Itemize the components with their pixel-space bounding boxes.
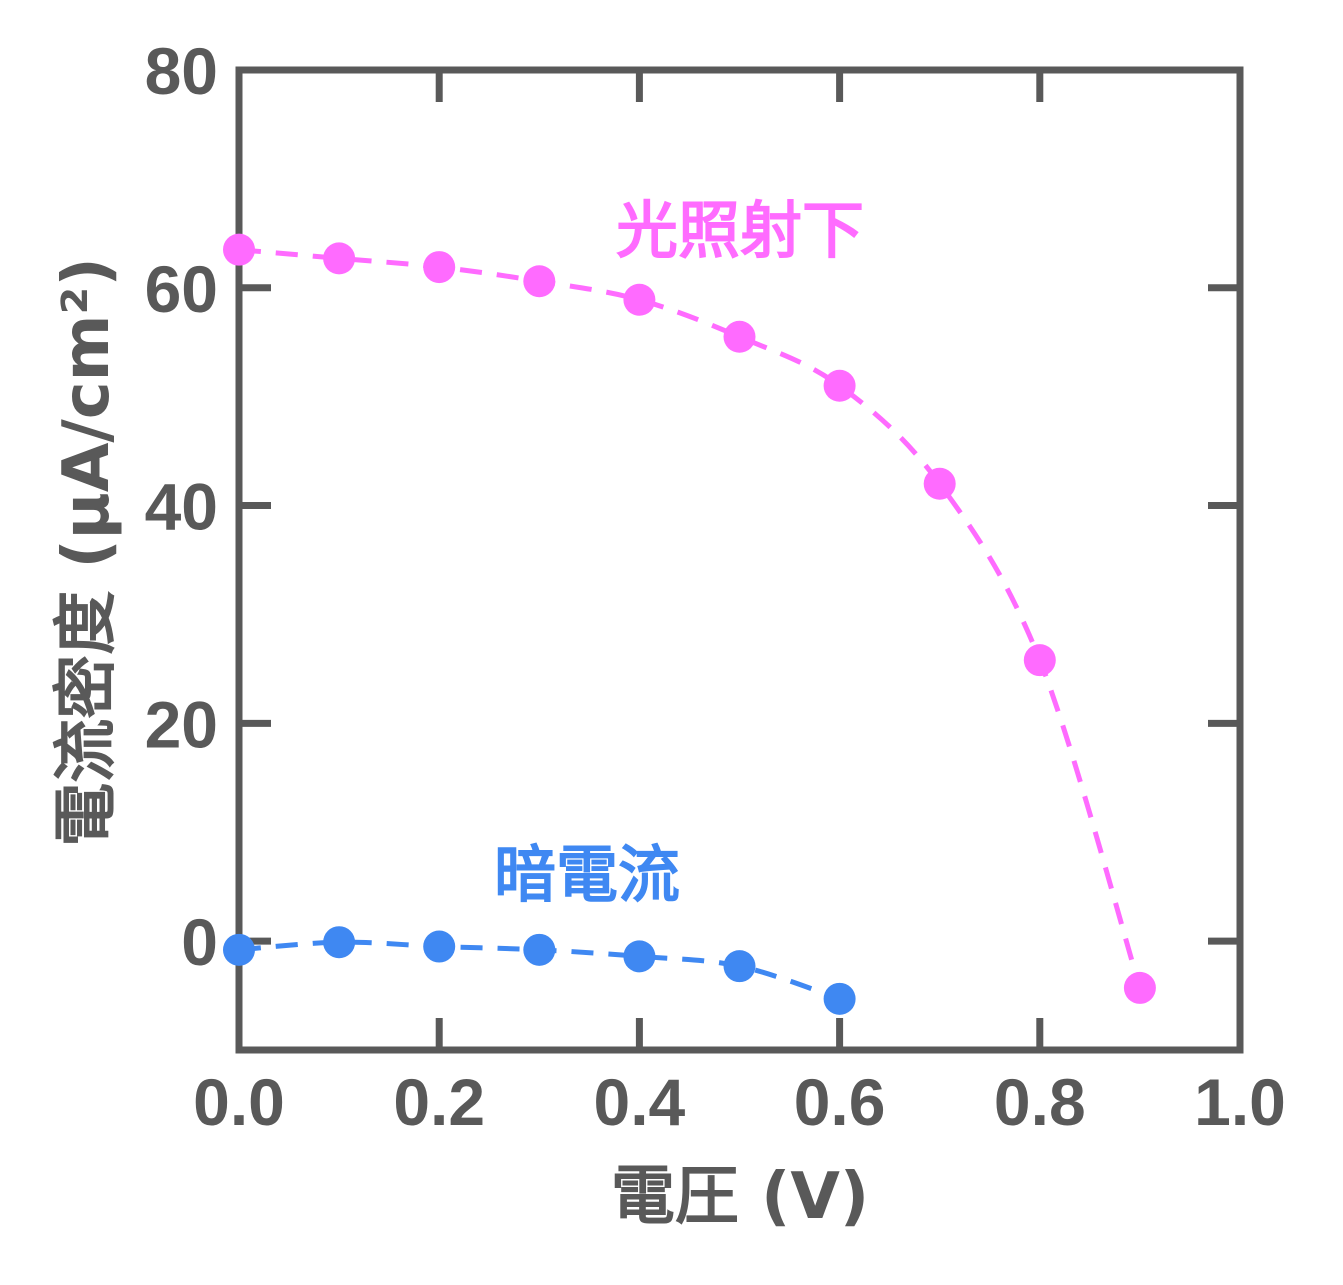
data-point-0 [223, 233, 255, 266]
x-tick-label: 0.4 [594, 1065, 686, 1139]
data-point-0 [1123, 971, 1156, 1004]
y-tick-label: 20 [145, 687, 218, 761]
series-line-0 [238, 247, 1143, 989]
series-label-dark: 暗電流 [494, 838, 680, 911]
x-tick-label: 0.0 [193, 1065, 285, 1139]
data-point-0 [423, 251, 456, 284]
tick-labels: 0.0 0.2 0.4 0.6 0.8 1.0 0 20 40 60 80 [145, 34, 1286, 1139]
data-point-1 [623, 940, 656, 973]
data-point-0 [923, 467, 956, 500]
axis-ticks [235, 66, 1244, 1050]
data-point-0 [723, 320, 756, 353]
data-point-0 [623, 283, 656, 316]
y-tick-label: 60 [145, 252, 218, 326]
x-tick-label: 0.2 [393, 1065, 485, 1139]
x-tick-label: 1.0 [1194, 1065, 1286, 1139]
y-axis-title: 電流密度 (μA/cm²) [50, 257, 124, 846]
y-tick-label: 0 [181, 905, 218, 979]
data-point-1 [223, 933, 255, 966]
data-point-0 [1023, 644, 1056, 677]
plot-frame [235, 66, 1244, 1054]
data-point-1 [823, 982, 856, 1015]
x-tick-label: 0.6 [794, 1065, 886, 1139]
data-point-0 [523, 265, 556, 298]
y-tick-label: 40 [145, 470, 218, 544]
data-point-0 [823, 369, 856, 402]
x-tick-label: 0.8 [994, 1065, 1086, 1139]
plot-border [235, 66, 1244, 1054]
data-point-1 [723, 950, 756, 983]
series-points [223, 233, 1156, 1015]
data-point-1 [423, 930, 456, 963]
y-tick-label: 80 [145, 34, 218, 108]
data-point-0 [323, 242, 356, 275]
series-curves [238, 247, 1143, 1002]
data-point-1 [323, 926, 356, 959]
x-axis-title: 電圧 (V) [611, 1160, 869, 1234]
series-label-illuminated: 光照射下 [616, 194, 864, 267]
data-point-1 [523, 933, 556, 966]
